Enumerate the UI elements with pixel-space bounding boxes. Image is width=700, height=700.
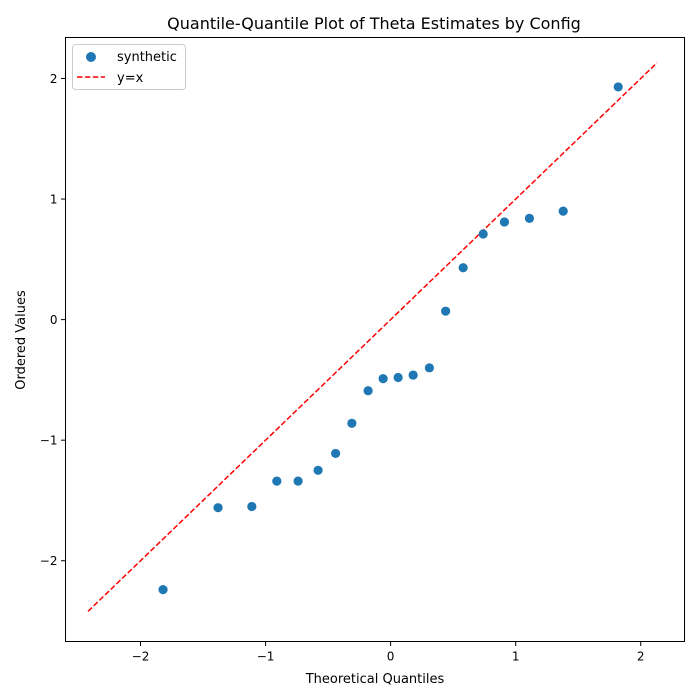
data-point: [213, 503, 223, 513]
axes-frame: [65, 37, 685, 642]
y-axis-label: Ordered Values: [14, 290, 29, 390]
x-tick-label: −1: [257, 650, 275, 664]
legend-label-synthetic: synthetic: [117, 50, 177, 65]
data-point: [272, 476, 282, 486]
y-tick-label: 1: [50, 193, 58, 207]
data-point: [313, 465, 323, 475]
data-point: [363, 386, 373, 396]
data-point: [499, 217, 510, 227]
data-point: [424, 363, 434, 373]
reference-line-y-equals-x: [87, 62, 658, 612]
legend: synthetic y=x: [72, 44, 186, 90]
x-tick-label: −2: [132, 650, 150, 664]
data-point: [247, 501, 257, 512]
data-point: [158, 585, 168, 595]
data-point: [524, 213, 535, 223]
data-point: [558, 206, 568, 216]
y-tick-label: 0: [50, 313, 58, 327]
data-point: [378, 374, 388, 384]
y-tick-label: −2: [40, 554, 58, 568]
plot-area: [87, 62, 658, 612]
data-point: [441, 306, 451, 316]
x-axis-ticks: −2 −1 0 1 2: [132, 641, 645, 664]
x-tick-label: 2: [637, 650, 645, 664]
y-tick-label: 2: [50, 72, 58, 86]
legend-marker-synthetic: [86, 52, 96, 62]
x-axis-label: Theoretical Quantiles: [305, 672, 445, 687]
data-point: [331, 448, 341, 459]
legend-box: [72, 44, 186, 90]
data-point: [293, 476, 303, 486]
x-tick-label: 0: [387, 650, 395, 664]
data-point: [458, 263, 468, 273]
chart-title: Quantile-Quantile Plot of Theta Estimate…: [167, 14, 581, 33]
data-point: [613, 82, 623, 92]
data-point: [408, 370, 418, 380]
x-tick-label: 1: [512, 650, 520, 664]
y-tick-label: −1: [40, 434, 58, 448]
data-point: [478, 229, 488, 239]
y-axis-ticks: −2 −1 0 1 2: [40, 72, 66, 568]
legend-label-y-equals-x: y=x: [117, 71, 144, 86]
data-point: [393, 372, 403, 383]
data-point: [347, 418, 357, 428]
